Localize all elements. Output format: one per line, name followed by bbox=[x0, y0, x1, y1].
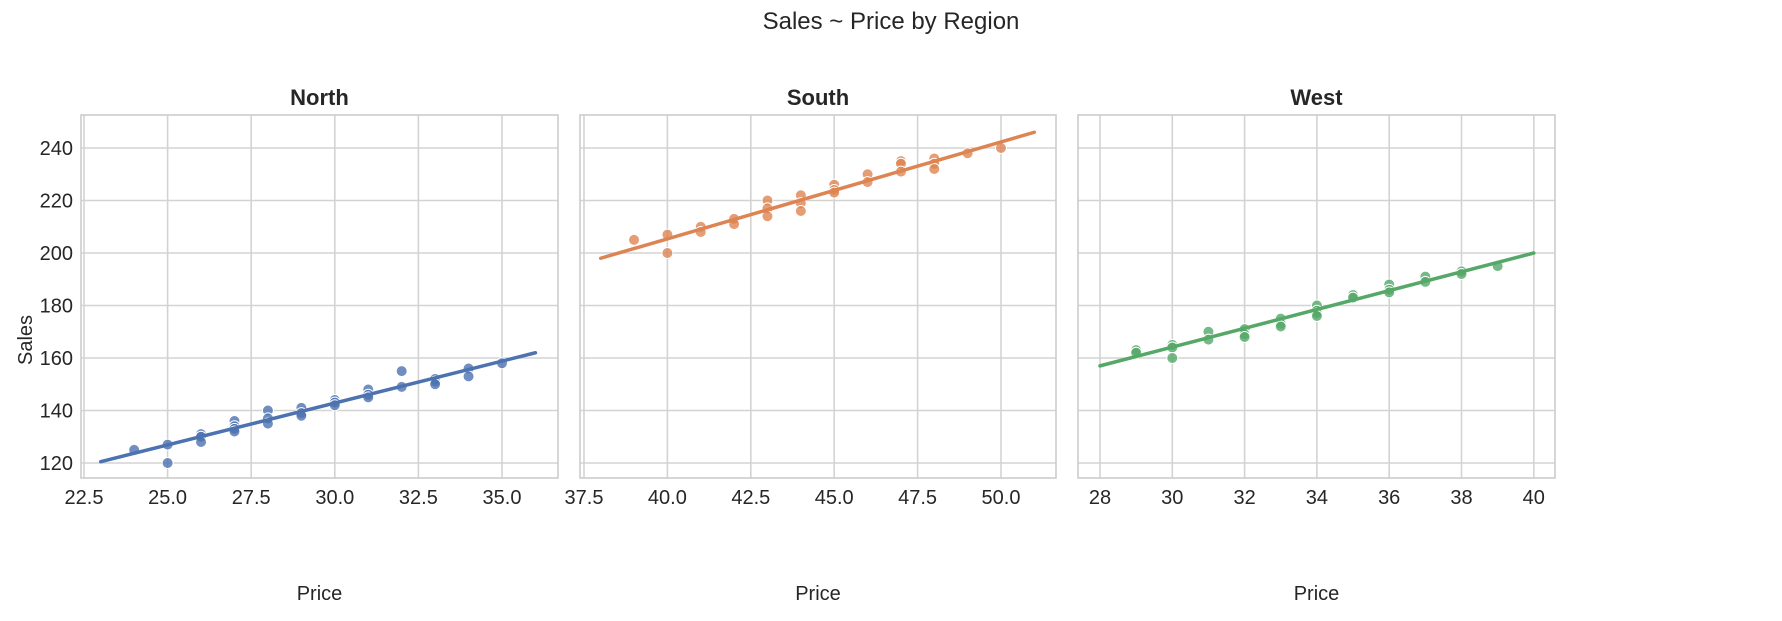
data-point bbox=[794, 205, 807, 217]
panel-frame bbox=[1077, 114, 1556, 479]
x-tick-label: 34 bbox=[1306, 487, 1328, 509]
panel-frame bbox=[80, 114, 559, 479]
x-tick-label: 28 bbox=[1089, 487, 1111, 509]
x-axis-label: Price bbox=[1294, 583, 1340, 605]
x-tick-label: 35.0 bbox=[483, 487, 522, 509]
panel-north: 22.5 25.0 27.5 30.0 32.5 35.0 120 140 160 180 200 2… bbox=[40, 85, 559, 605]
regression-line bbox=[1098, 251, 1536, 368]
x-tick-label: 22.5 bbox=[65, 487, 104, 509]
data-point bbox=[161, 457, 174, 469]
data-point bbox=[1274, 320, 1287, 333]
y-tick-label: 240 bbox=[40, 138, 73, 160]
x-tick-label: 40 bbox=[1523, 487, 1545, 509]
x-axis-label: Price bbox=[795, 583, 841, 605]
y-tick-label: 140 bbox=[40, 401, 73, 423]
panel-title: West bbox=[1290, 85, 1343, 110]
x-tick-label: 38 bbox=[1450, 487, 1472, 509]
panel-title: North bbox=[290, 85, 349, 110]
x-tick-label: 45.0 bbox=[815, 487, 854, 509]
x-tick-label: 27.5 bbox=[232, 487, 271, 509]
data-point bbox=[628, 233, 641, 246]
x-tick-label: 50.0 bbox=[982, 487, 1021, 509]
x-tick-label: 32 bbox=[1233, 487, 1255, 509]
x-tick-label: 42.5 bbox=[731, 487, 770, 509]
panel-frame bbox=[579, 114, 1057, 479]
panel-south: 37.5 40.0 42.5 45.0 47.5 50.0 South Price bbox=[565, 85, 1057, 605]
regression-line bbox=[98, 351, 538, 464]
x-axis-label: Price bbox=[297, 583, 343, 605]
regression-line bbox=[598, 130, 1037, 260]
x-tick-label: 40.0 bbox=[648, 487, 687, 509]
x-tick-label: 36 bbox=[1378, 487, 1400, 509]
x-tick-label: 30 bbox=[1161, 487, 1183, 509]
y-axis-label: Sales bbox=[15, 315, 37, 365]
y-tick-label: 120 bbox=[40, 453, 73, 475]
panel-west: 28 30 32 34 36 38 40 West Price bbox=[1077, 85, 1556, 605]
x-tick-label: 30.0 bbox=[315, 487, 354, 509]
x-tick-label: 32.5 bbox=[399, 487, 438, 509]
data-point bbox=[1238, 331, 1251, 343]
figure-title: Sales ~ Price by Region bbox=[762, 8, 1020, 35]
data-point bbox=[1166, 352, 1179, 364]
data-point bbox=[395, 365, 408, 378]
y-tick-label: 200 bbox=[40, 243, 73, 265]
y-tick-label: 220 bbox=[40, 191, 73, 213]
x-tick-label: 47.5 bbox=[898, 487, 937, 509]
x-tick-label: 25.0 bbox=[148, 487, 187, 509]
y-tick-label: 180 bbox=[40, 296, 73, 318]
data-point bbox=[462, 370, 475, 383]
data-point bbox=[661, 247, 674, 259]
data-point bbox=[928, 163, 941, 175]
panel-title: South bbox=[787, 85, 849, 110]
y-tick-label: 160 bbox=[40, 348, 73, 370]
x-tick-label: 37.5 bbox=[565, 487, 604, 509]
